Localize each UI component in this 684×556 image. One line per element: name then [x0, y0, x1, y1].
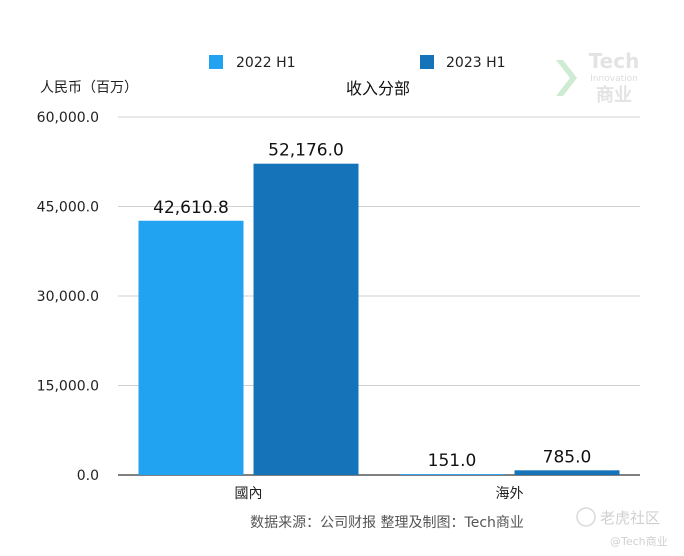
bar-data-label: 52,176.0 [268, 141, 344, 161]
watermark-handle: @Tech商业 [610, 534, 668, 548]
watermark-logo-top: Tech [589, 49, 640, 73]
bar [138, 220, 244, 475]
bar-data-label: 42,610.8 [153, 198, 229, 218]
y-tick-label: 60,000.0 [37, 110, 99, 126]
bar [253, 163, 359, 475]
bars [138, 163, 620, 475]
bar-data-label: 785.0 [543, 447, 592, 467]
y-axis-label: 人民币（百万） [40, 80, 138, 96]
bar-data-label: 151.0 [428, 451, 477, 471]
legend-swatch-2022 [209, 55, 223, 69]
bar [514, 470, 620, 475]
y-tick-label: 15,000.0 [37, 379, 99, 395]
legend-label-2023: 2023 H1 [446, 55, 506, 71]
tiger-logo-icon [576, 507, 596, 527]
y-tick-label: 45,000.0 [37, 200, 99, 216]
watermark-logo-mid: Innovation [590, 74, 638, 84]
tech-logo-watermark: Tech Innovation 商业 [556, 49, 639, 106]
legend-label-2022: 2022 H1 [236, 55, 296, 71]
x-axis-ticks: 國內 海外 [235, 486, 524, 502]
watermark-site: 老虎社区 [600, 509, 660, 527]
chart-title: 收入分部 [346, 79, 410, 98]
site-watermark: 老虎社区 @Tech商业 [576, 507, 668, 548]
legend-swatch-2023 [420, 55, 434, 69]
y-axis-ticks: 0.0 15,000.0 30,000.0 45,000.0 60,000.0 [37, 110, 99, 484]
legend: 2022 H1 2023 H1 [209, 55, 506, 71]
source-note: 数据来源：公司财报 整理及制图：Tech商业 [250, 515, 524, 531]
chevron-logo-icon [556, 60, 577, 96]
x-tick-label: 海外 [496, 486, 524, 502]
watermark-logo-bottom: 商业 [596, 84, 632, 106]
y-tick-label: 30,000.0 [37, 289, 99, 305]
bar [399, 474, 505, 475]
x-tick-label: 國內 [235, 486, 263, 502]
y-tick-label: 0.0 [77, 468, 99, 484]
bar-labels: 42,610.8 52,176.0 151.0 785.0 [153, 141, 591, 471]
